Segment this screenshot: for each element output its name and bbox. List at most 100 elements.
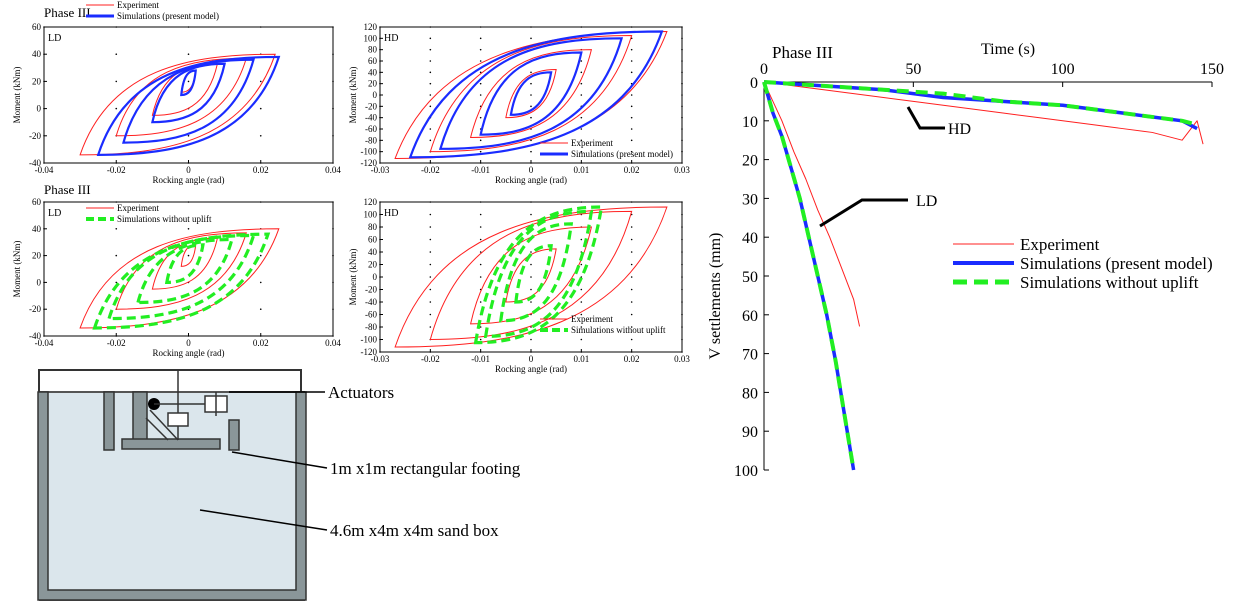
grid-dot (479, 60, 482, 62)
grid-dot (187, 80, 190, 83)
grid-dot (630, 276, 633, 278)
legend-label: Simulations (present model) (1020, 254, 1213, 273)
footing-leader (231, 451, 328, 469)
y-axis-label: Moment (kNm) (348, 67, 358, 124)
grid-dot (630, 116, 633, 119)
grid-dot (429, 263, 432, 266)
x-tick-label: -0.01 (471, 165, 490, 175)
grid-dot (259, 308, 262, 311)
series-simulation (408, 30, 664, 159)
grid-dot (530, 288, 532, 291)
y-tick-label: 0 (373, 272, 378, 282)
x-tick-label: -0.02 (107, 165, 126, 175)
grid-dot (479, 263, 482, 266)
grid-dot (681, 238, 683, 241)
x-tick-label: -0.01 (471, 354, 490, 364)
settlement-line-ld (762, 81, 856, 471)
y-tick-label: 70 (742, 347, 758, 364)
column (132, 391, 148, 443)
x-tick-label: 0.03 (674, 354, 690, 364)
sandbox-leader (199, 509, 328, 531)
grid-dot (187, 254, 190, 257)
annotation-hd: HD (948, 121, 971, 138)
hysteresis-loop (135, 237, 234, 305)
x-tick-label: 0.01 (573, 165, 589, 175)
legend-label: Experiment (571, 138, 613, 148)
y-tick-label: 60 (32, 22, 42, 32)
y-tick-label: 0 (373, 90, 378, 100)
y-tick-label: -40 (29, 331, 41, 341)
grid-dot (332, 281, 334, 284)
x-tick-label: -0.03 (371, 354, 390, 364)
series-simulation (473, 205, 604, 345)
y-tick-label: 20 (742, 153, 758, 170)
footing (121, 438, 221, 450)
grid-dot (630, 251, 633, 253)
y-axis-label: Moment (kNm) (348, 249, 358, 306)
grid-dot (115, 26, 118, 28)
hysteresis-loop (408, 30, 664, 159)
grid-dot (429, 139, 432, 142)
grid-dot (580, 82, 583, 85)
grid-dot (332, 107, 334, 110)
series-simulation (92, 232, 271, 330)
grid-dot (530, 276, 532, 278)
y-tick-label: -20 (29, 304, 41, 314)
brace (149, 409, 179, 441)
grid-dot (479, 116, 482, 119)
grid-dot (681, 37, 683, 40)
hysteresis-loop (438, 37, 624, 150)
phase-label: Phase III (772, 43, 833, 62)
hd-leader (906, 106, 945, 130)
y-tick-label: -120 (361, 158, 378, 168)
grid-dot (479, 150, 482, 153)
grid-dot (530, 338, 532, 341)
grid-dot (429, 60, 432, 62)
grid-dot (630, 226, 633, 228)
y-tick-label: 60 (368, 235, 378, 245)
grid-dot (429, 238, 432, 241)
legend-label: Simulations without uplift (1020, 273, 1199, 292)
grid-dot (681, 128, 683, 130)
x-tick-label: -0.02 (107, 338, 126, 348)
grid-dot (332, 201, 334, 203)
grid-dot (479, 301, 482, 303)
grid-dot (429, 251, 432, 253)
y-axis-label: Moment (kNm) (12, 241, 22, 298)
grid-dot (580, 139, 583, 142)
grid-dot (630, 71, 633, 74)
grid-dot (479, 139, 482, 142)
grid-dot (429, 276, 432, 278)
grid-dot (681, 94, 683, 96)
grid-dot (479, 201, 482, 203)
grid-dot (630, 201, 633, 203)
x-tick-label: 100 (1051, 61, 1075, 78)
grid-dot (681, 82, 683, 85)
grid-dot (630, 94, 633, 96)
x-axis-label: Rocking angle (rad) (495, 175, 567, 185)
ld-leader (819, 198, 908, 228)
grid-dot (115, 53, 118, 55)
settlement-line-hd (763, 81, 1204, 145)
grid-dot (630, 150, 633, 153)
y-tick-label: -40 (29, 158, 41, 168)
y-axis-label: Moment (kNm) (12, 67, 22, 124)
y-tick-label: -100 (361, 147, 378, 157)
y-tick-label: 80 (368, 45, 378, 55)
corner-label: LD (48, 208, 61, 219)
grid-dot (429, 128, 432, 130)
hysteresis-loop (79, 228, 280, 329)
grid-dot (479, 276, 482, 278)
hysteresis-loop (92, 232, 271, 330)
grid-dot (429, 26, 432, 28)
grid-dot (530, 71, 532, 74)
legend-label: Experiment (1020, 235, 1100, 254)
x-tick-label: 0 (529, 354, 534, 364)
y-tick-label: 60 (368, 56, 378, 66)
grid-dot (429, 94, 432, 96)
grid-dot (479, 71, 482, 74)
x-axis-label: Rocking angle (rad) (153, 175, 225, 185)
y-tick-label: 20 (32, 76, 42, 86)
hysteresis-loop (429, 210, 633, 341)
right-reaction-wall (228, 419, 240, 451)
